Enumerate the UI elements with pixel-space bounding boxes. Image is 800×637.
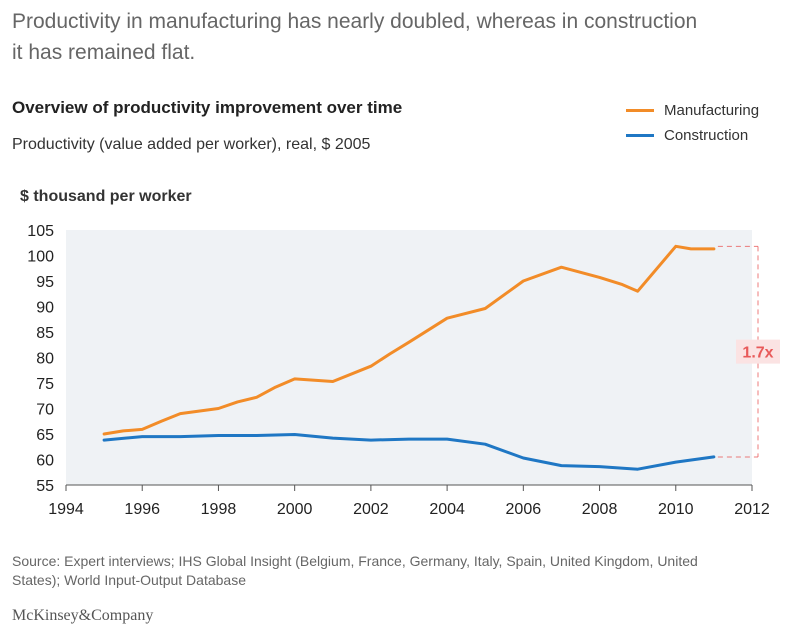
chart-subtitle: Productivity (value added per worker), r…	[12, 136, 371, 153]
y-tick-label-105: 105	[27, 223, 54, 240]
x-tick-label-2010: 2010	[658, 501, 694, 518]
y-tick-label-75: 75	[36, 376, 54, 393]
y-tick-label-80: 80	[36, 351, 54, 368]
x-tick-label-2012: 2012	[734, 501, 770, 518]
source-note: Source: Expert interviews; IHS Global In…	[12, 553, 698, 588]
legend-swatch-manufacturing	[626, 109, 654, 112]
annotation-label-bg	[736, 339, 780, 364]
y-tick-label-70: 70	[36, 402, 54, 419]
x-tick-label-1996: 1996	[124, 501, 160, 518]
legend-label-construction: Construction	[664, 127, 749, 144]
x-tick-label-1998: 1998	[201, 501, 237, 518]
chart-title: Overview of productivity improvement ove…	[12, 98, 403, 117]
series-line-manufacturing	[102, 244, 716, 436]
legend-item-manufacturing: Manufacturing	[626, 98, 759, 123]
y-tick-label-95: 95	[36, 274, 54, 291]
y-axis-label: $ thousand per worker	[20, 188, 192, 205]
legend: Manufacturing Construction	[626, 98, 759, 148]
x-tick-label-2008: 2008	[582, 501, 618, 518]
line-chart: 55 60 65 70 75 80 85 90 95 100 105 1994 1996 1998 2000…	[27, 223, 780, 518]
x-tick-label-2006: 2006	[506, 501, 542, 518]
plot-background	[66, 230, 752, 485]
legend-swatch-construction	[626, 134, 654, 137]
headline: Productivity in manufacturing has nearly…	[12, 10, 698, 64]
x-tick-label-2000: 2000	[277, 501, 313, 518]
x-tick-label-2004: 2004	[429, 501, 465, 518]
brand-logo: McKinsey&Company	[12, 607, 154, 624]
y-tick-label-85: 85	[36, 325, 54, 342]
x-tick-label-1994: 1994	[48, 501, 84, 518]
y-tick-label-65: 65	[36, 427, 54, 444]
y-tick-label-60: 60	[36, 453, 54, 470]
legend-item-construction: Construction	[626, 123, 759, 148]
y-tick-label-55: 55	[36, 478, 54, 495]
series-line-construction	[102, 433, 716, 471]
y-tick-label-100: 100	[27, 249, 54, 266]
y-tick-label-90: 90	[36, 300, 54, 317]
legend-label-manufacturing: Manufacturing	[664, 102, 760, 119]
annotation-label: 1.7x	[742, 345, 773, 362]
x-tick-label-2002: 2002	[353, 501, 389, 518]
